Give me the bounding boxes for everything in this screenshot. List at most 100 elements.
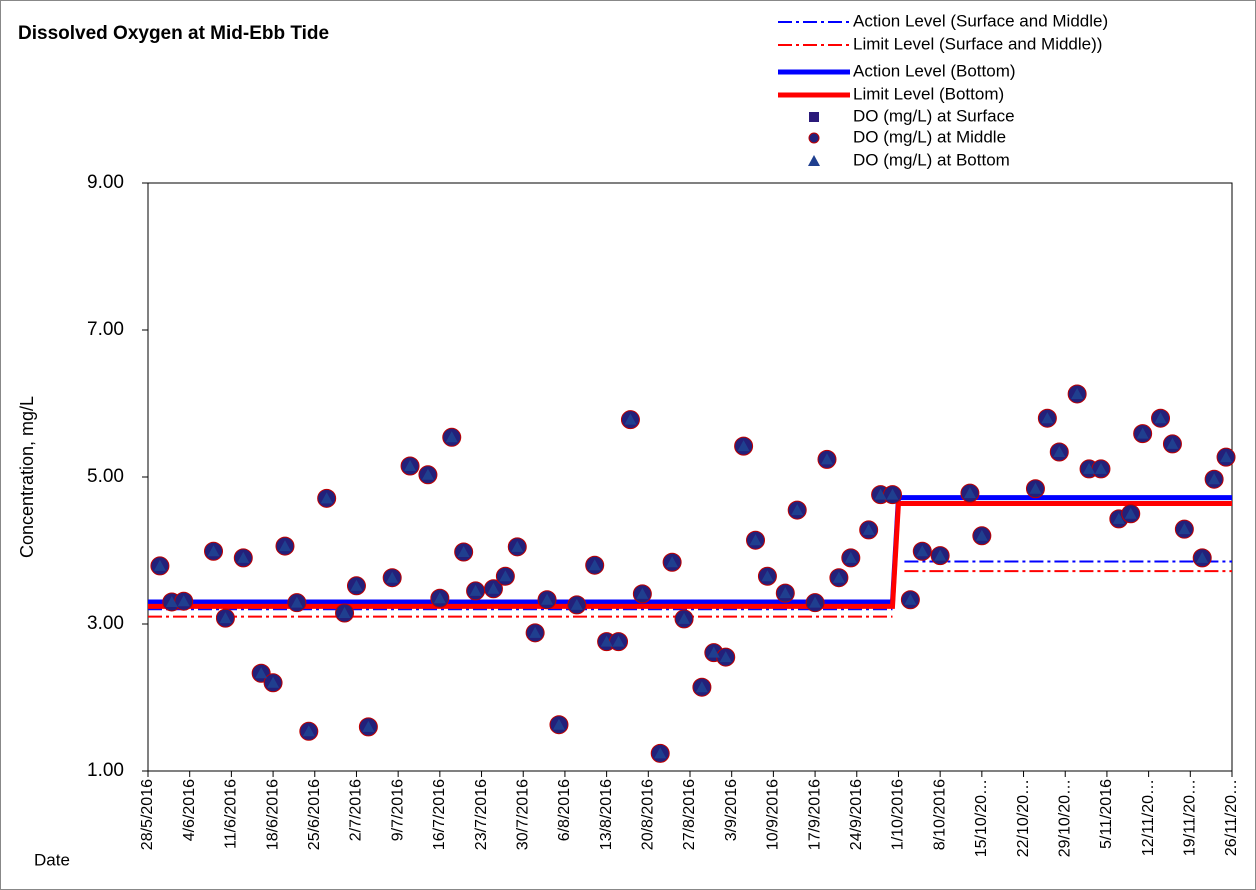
x-tick-label: 29/10/20… (1056, 779, 1073, 857)
data-point (541, 593, 554, 605)
data-point (588, 559, 601, 571)
data-point (654, 747, 667, 759)
data-point (737, 440, 750, 452)
x-tick-label: 3/9/2016 (723, 779, 740, 841)
data-point (267, 676, 280, 688)
x-tick-label: 4/6/2016 (181, 779, 198, 841)
legend-label: DO (mg/L) at Bottom (853, 150, 1010, 169)
legend-label: DO (mg/L) at Surface (853, 106, 1015, 125)
data-point (290, 596, 303, 608)
data-point (904, 593, 917, 605)
data-point (832, 571, 845, 583)
data-point (302, 725, 315, 737)
data-point (255, 667, 268, 679)
data-point (469, 584, 482, 596)
data-point (1178, 523, 1191, 535)
x-tick-label: 6/8/2016 (556, 779, 573, 841)
data-point (612, 635, 625, 647)
data-point (338, 606, 351, 618)
x-tick-label: 18/6/2016 (264, 779, 281, 850)
data-point (219, 612, 232, 624)
data-point (1136, 427, 1149, 439)
data-point (487, 582, 500, 594)
legend-label: Action Level (Surface and Middle) (853, 11, 1108, 30)
x-tick-label: 26/11/20… (1223, 779, 1240, 856)
data-point (1208, 473, 1221, 485)
y-tick-label: 1.00 (87, 760, 124, 781)
data-point (749, 534, 762, 546)
data-point (874, 488, 887, 500)
x-tick-label: 23/7/2016 (473, 779, 490, 850)
y-tick-label: 9.00 (87, 172, 124, 193)
legend-swatch (809, 112, 819, 122)
legend-swatch (808, 132, 820, 144)
data-point (666, 556, 679, 568)
x-tick-label: 5/11/2016 (1098, 779, 1115, 849)
x-tick-label: 10/9/2016 (765, 779, 782, 850)
data-point (791, 504, 804, 516)
y-tick-label: 5.00 (87, 466, 124, 487)
data-point (1112, 512, 1125, 524)
data-point (1029, 482, 1042, 494)
legend-label: Limit Level (Bottom) (853, 84, 1004, 103)
data-point (1166, 437, 1179, 449)
data-point (975, 529, 988, 541)
x-tick-label: 27/8/2016 (681, 779, 698, 850)
data-point (1053, 446, 1066, 458)
data-point (862, 523, 875, 535)
data-point (916, 545, 929, 557)
y-axis-label: Concentration, mg/L (17, 396, 37, 558)
data-point (1196, 551, 1209, 563)
x-tick-label: 24/9/2016 (848, 779, 865, 850)
data-point (844, 551, 857, 563)
data-point (421, 468, 434, 480)
x-tick-label: 30/7/2016 (514, 779, 531, 850)
data-point (404, 459, 417, 471)
data-point (237, 551, 250, 563)
x-tick-label: 9/7/2016 (389, 779, 406, 841)
legend-label: Limit Level (Surface and Middle)) (853, 34, 1102, 53)
data-point (1154, 412, 1167, 424)
data-point (695, 681, 708, 693)
data-point (779, 587, 792, 599)
x-tick-label: 11/6/2016 (223, 779, 240, 849)
data-point (678, 612, 691, 624)
x-tick-label: 19/11/20… (1182, 779, 1199, 856)
data-point (1041, 412, 1054, 424)
data-point (278, 540, 291, 552)
level-line (148, 500, 1232, 609)
data-point (177, 595, 190, 607)
level-line (148, 560, 1232, 611)
x-tick-label: 22/10/20… (1015, 779, 1032, 857)
x-tick-label: 17/9/2016 (806, 779, 823, 850)
data-point (362, 720, 375, 732)
x-tick-label: 20/8/2016 (640, 779, 657, 850)
x-tick-label: 16/7/2016 (431, 779, 448, 850)
data-point (207, 545, 220, 557)
data-point (1220, 451, 1233, 463)
x-tick-label: 25/6/2016 (306, 779, 323, 850)
x-tick-label: 12/11/20… (1140, 779, 1157, 856)
data-point (529, 626, 542, 638)
data-point (320, 492, 333, 504)
legend-label: DO (mg/L) at Middle (853, 127, 1006, 146)
data-point (934, 549, 947, 561)
data-point (820, 453, 833, 465)
x-tick-label: 28/5/2016 (139, 779, 156, 850)
data-point (570, 598, 583, 610)
data-point (636, 587, 649, 599)
y-tick-label: 3.00 (87, 613, 124, 634)
y-tick-label: 7.00 (87, 319, 124, 340)
data-point (511, 540, 524, 552)
level-line (148, 570, 1232, 618)
x-tick-label: 15/10/20… (973, 779, 990, 857)
data-point (707, 646, 720, 658)
data-point (809, 596, 822, 608)
data-point (600, 635, 613, 647)
x-tick-label: 8/10/2016 (931, 779, 948, 850)
data-point (1083, 462, 1096, 474)
data-point (886, 488, 899, 500)
data-point (1094, 462, 1107, 474)
